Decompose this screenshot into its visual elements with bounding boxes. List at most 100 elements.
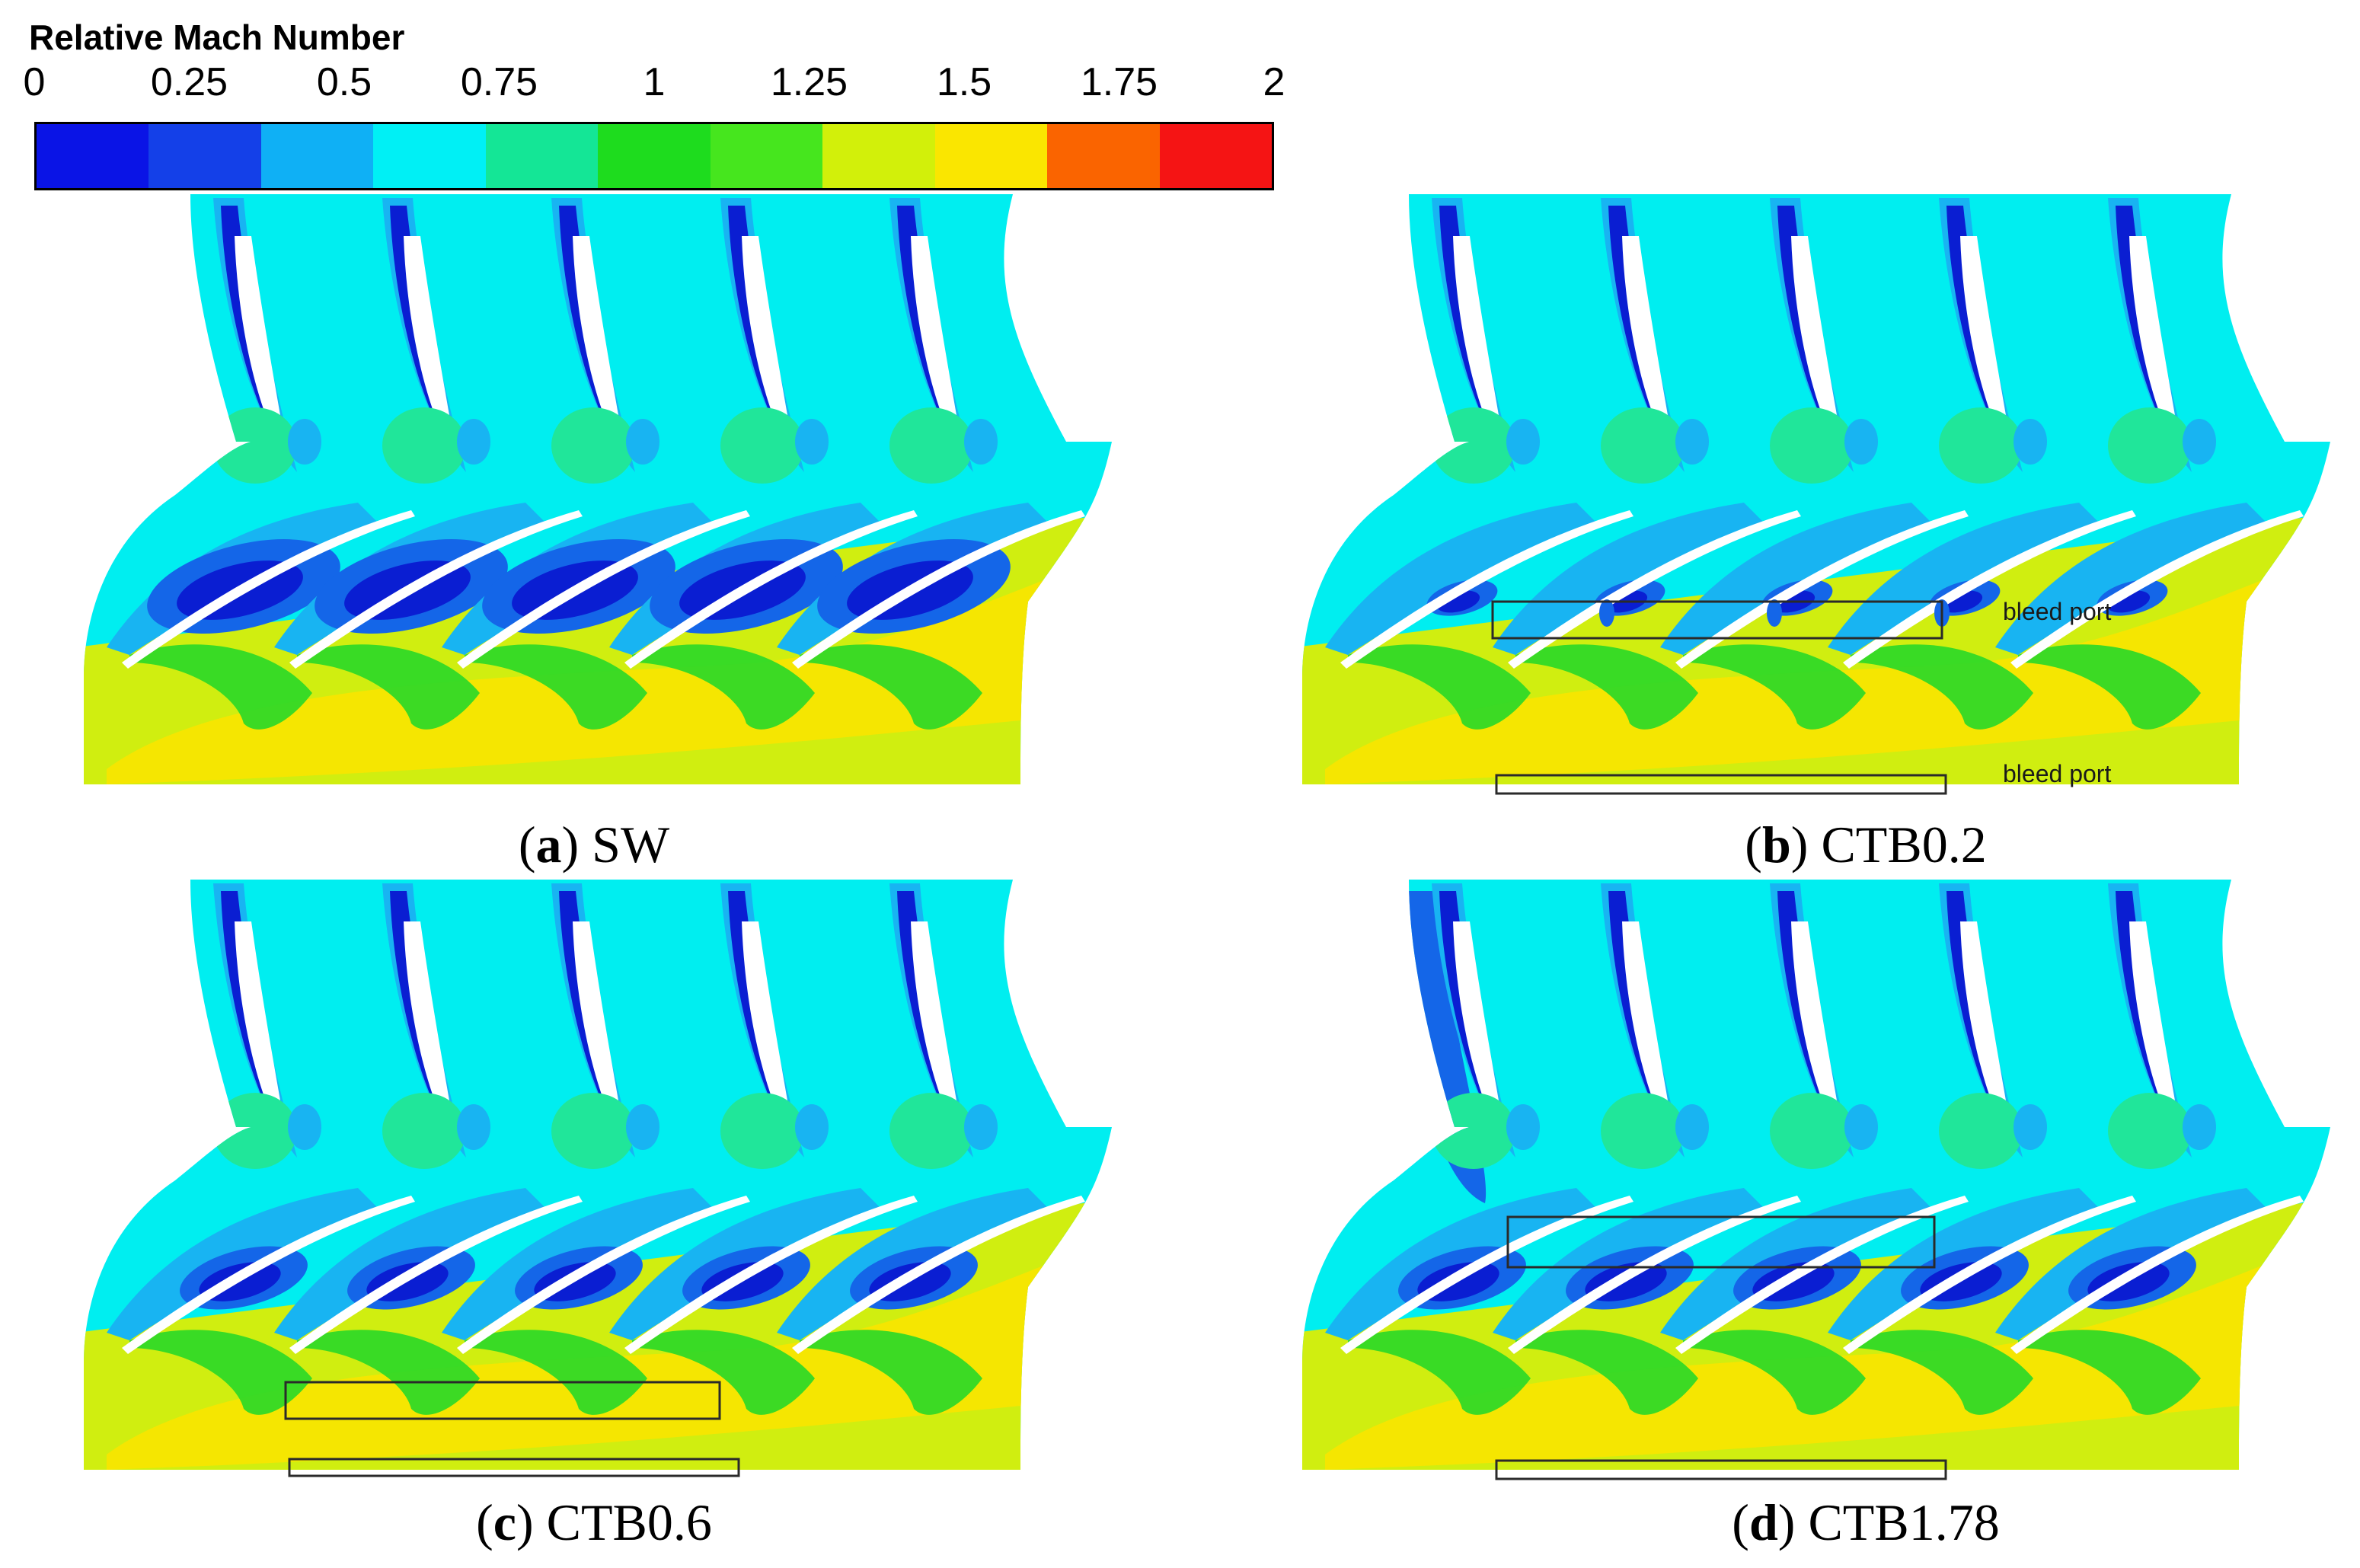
tip-bubble-1 — [457, 1104, 490, 1150]
lower-lightblue-4 — [1995, 503, 2269, 655]
bleed-suction-spot-1 — [1599, 599, 1614, 627]
bleed-suction-spot-2 — [1767, 599, 1782, 627]
tip-bubble-4 — [2183, 419, 2216, 465]
wake-green-2 — [551, 1093, 635, 1169]
legend-tick-8: 2 — [1263, 60, 1285, 104]
blade-upper-3 — [1960, 921, 2014, 1146]
colorbar-segment-6 — [710, 124, 823, 188]
blade-lower-2 — [457, 510, 750, 669]
tip-bubble-0 — [1506, 1104, 1540, 1150]
colorbar-segment-0 — [37, 124, 149, 188]
green-lobe-2 — [1683, 1330, 1866, 1415]
wake-green-1 — [382, 407, 466, 484]
blade-lower-4 — [792, 510, 1085, 669]
green-lobe-1 — [297, 644, 480, 730]
tip-bubble-4 — [964, 419, 998, 465]
blade-upper-2 — [573, 236, 626, 461]
colorbar-segment-9 — [1047, 124, 1160, 188]
tip-bubble-2 — [626, 419, 659, 465]
lower-lightblue-0 — [1325, 503, 1599, 655]
annotation-box-bottom — [1495, 774, 1947, 795]
tip-bubble-0 — [1506, 419, 1540, 465]
contour-plot-c — [84, 880, 1112, 1477]
green-lobe-3 — [632, 644, 815, 730]
wake-green-2 — [1770, 1093, 1854, 1169]
green-lobe-0 — [129, 644, 312, 730]
legend-tick-4: 1 — [643, 60, 666, 104]
tip-bubble-4 — [2183, 1104, 2216, 1150]
green-lobe-4 — [2018, 1330, 2201, 1415]
panel-d-ctb1-78 — [1295, 876, 2360, 1493]
annotation-box-mid — [1491, 600, 1943, 640]
blade-lower-4 — [792, 1196, 1085, 1354]
blade-lower-3 — [1843, 510, 2136, 669]
colorbar-segment-8 — [934, 124, 1048, 188]
green-lobe-0 — [1348, 644, 1531, 730]
wake-green-2 — [1770, 407, 1854, 484]
legend-tick-6: 1.5 — [936, 60, 992, 104]
blade-lower-3 — [624, 510, 918, 669]
green-lobe-3 — [632, 1330, 815, 1415]
panel-a-sw — [76, 190, 1142, 807]
blade-upper-3 — [1960, 236, 2014, 461]
colorbar-segment-1 — [148, 124, 261, 188]
blade-lower-0 — [1340, 510, 1633, 669]
colorbar-segment-2 — [260, 124, 374, 188]
tip-bubble-2 — [1844, 419, 1878, 465]
wake-green-4 — [889, 407, 973, 484]
caption-c: (c) CTB0.6 — [476, 1493, 712, 1551]
blade-lower-4 — [2010, 1196, 2304, 1354]
panel-b-ctb0-2 — [1295, 190, 2360, 807]
wake-green-3 — [720, 1093, 804, 1169]
field-group — [1302, 194, 2330, 784]
blade-upper-2 — [1791, 236, 1844, 461]
tip-bubble-1 — [1675, 419, 1709, 465]
wake-green-3 — [720, 407, 804, 484]
colorbar-segment-3 — [373, 124, 486, 188]
legend-tick-7: 1.75 — [1080, 60, 1158, 104]
caption-d: (d) CTB1.78 — [1732, 1493, 2000, 1551]
green-lobe-4 — [2018, 644, 2201, 730]
wake-green-0 — [213, 1093, 297, 1169]
blade-lower-2 — [1675, 510, 1969, 669]
green-lobe-3 — [1851, 644, 2033, 730]
blade-upper-1 — [404, 236, 457, 461]
wake-green-2 — [551, 407, 635, 484]
blade-upper-0 — [235, 921, 288, 1146]
legend-tick-0: 0 — [23, 60, 46, 104]
contour-plot-a — [84, 194, 1112, 784]
green-lobe-0 — [1348, 1330, 1531, 1415]
blade-upper-4 — [2129, 236, 2183, 461]
tip-bubble-3 — [2014, 419, 2047, 465]
lower-lightblue-2 — [1660, 503, 1934, 655]
blade-lower-2 — [457, 1196, 750, 1354]
caption-a: (a) SW — [518, 816, 670, 873]
blade-upper-2 — [573, 921, 626, 1146]
legend-tick-2: 0.5 — [316, 60, 372, 104]
wake-green-3 — [1939, 1093, 2023, 1169]
legend-title: Relative Mach Number — [29, 18, 405, 57]
blade-lower-1 — [289, 510, 583, 669]
tip-bubble-4 — [964, 1104, 998, 1150]
tip-bubble-3 — [795, 1104, 829, 1150]
colorbar-segment-7 — [822, 124, 935, 188]
green-lobe-2 — [465, 644, 647, 730]
wake-green-4 — [2108, 1093, 2192, 1169]
tip-bubble-1 — [457, 419, 490, 465]
annotation-box-bottom — [288, 1458, 740, 1477]
blade-upper-3 — [742, 921, 795, 1146]
blade-lower-4 — [2010, 510, 2304, 669]
lower-lightblue-3 — [1828, 503, 2102, 655]
blade-lower-1 — [1508, 510, 1801, 669]
legend-tick-5: 1.25 — [770, 60, 848, 104]
wake-green-1 — [1601, 407, 1685, 484]
blade-upper-1 — [404, 921, 457, 1146]
green-lobe-1 — [1515, 1330, 1698, 1415]
blade-upper-0 — [1453, 921, 1506, 1146]
green-lobe-3 — [1851, 1330, 2033, 1415]
tip-bubble-3 — [795, 419, 829, 465]
blade-upper-0 — [235, 236, 288, 461]
blade-upper-4 — [911, 236, 964, 461]
field-group — [84, 194, 1112, 784]
green-lobe-4 — [800, 1330, 982, 1415]
